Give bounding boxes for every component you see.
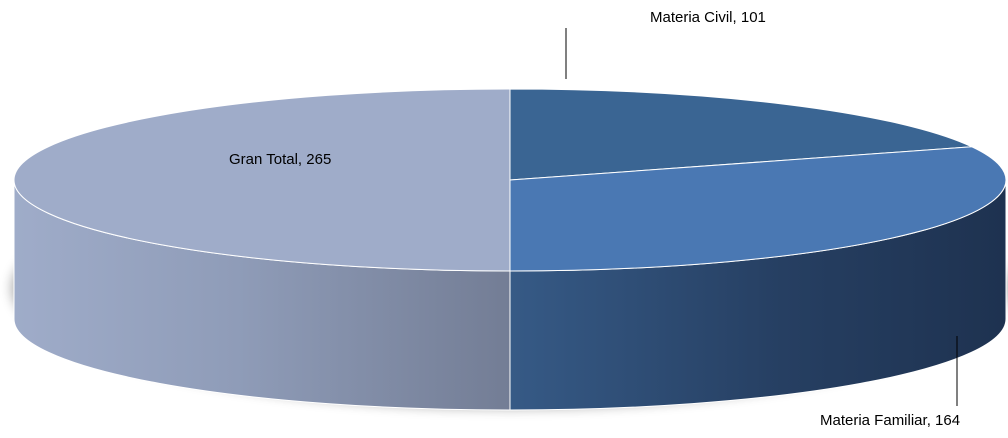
data-label-materia-civil: Materia Civil, 101 [650, 9, 766, 26]
pie-tops [13, 88, 1007, 272]
pie-slice-gran-total [13, 88, 511, 272]
data-label-materia-familiar: Materia Familiar, 164 [820, 412, 960, 429]
pie-labels: Materia Civil, 101 Materia Familiar, 164… [229, 9, 960, 429]
data-label-gran-total: Gran Total, 265 [229, 151, 331, 168]
pie-sides [13, 179, 1007, 411]
pie-slice-materia-familiar [509, 146, 1007, 272]
pie-slice-materia-civil [509, 88, 974, 181]
